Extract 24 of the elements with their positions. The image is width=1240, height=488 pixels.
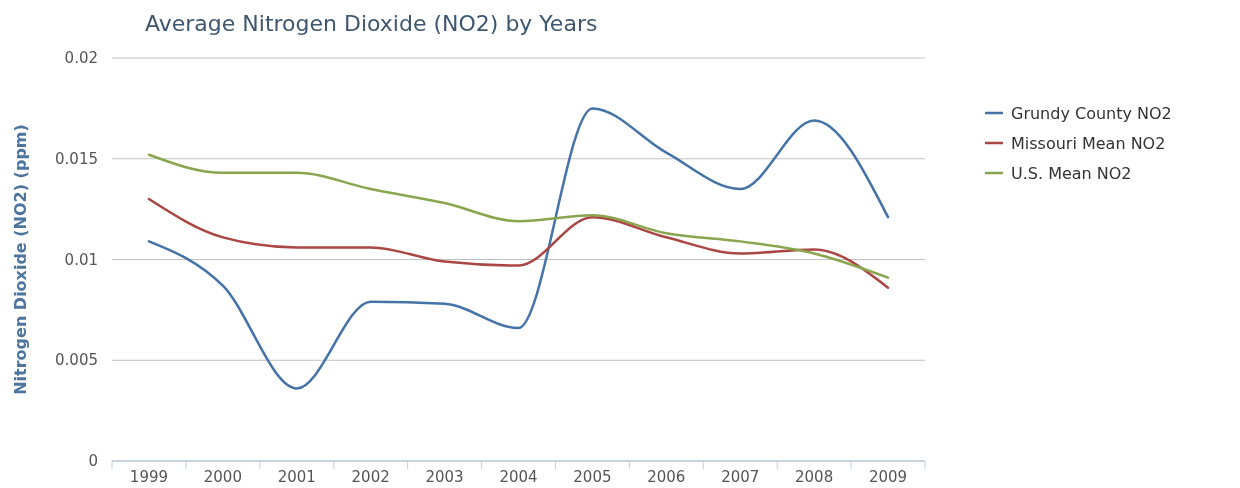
x-tick-label: 2005 <box>573 468 612 486</box>
x-tick-label: 2004 <box>499 468 538 486</box>
y-tick-label: 0.005 <box>55 351 98 370</box>
x-tick-label: 2002 <box>351 468 390 486</box>
x-tick-label: 2006 <box>647 468 686 486</box>
legend-label: Missouri Mean NO2 <box>1011 134 1166 153</box>
y-tick-label: 0 <box>88 452 98 470</box>
y-axis-title: Nitrogen Dioxide (NO2) (ppm) <box>11 124 30 395</box>
legend-label: U.S. Mean NO2 <box>1011 164 1132 183</box>
x-tick-label: 2008 <box>795 468 834 486</box>
line-series <box>147 107 890 390</box>
y-tick-label: 0.02 <box>64 49 98 67</box>
x-tick-label: 1999 <box>129 468 169 486</box>
y-tick-label: 0.01 <box>64 250 98 269</box>
chart-title: Average Nitrogen Dioxide (NO2) by Years <box>145 11 598 36</box>
x-tick-label: 2000 <box>203 468 242 486</box>
x-tick-label: 2007 <box>721 468 760 486</box>
x-tick-label: 2001 <box>277 468 316 486</box>
legend-label: Grundy County NO2 <box>1011 104 1172 123</box>
x-tick-label: 2003 <box>425 468 464 486</box>
x-tick-label: 2009 <box>868 468 908 486</box>
line-series <box>147 197 890 289</box>
y-tick-label: 0.015 <box>55 149 98 168</box>
line-series <box>147 153 890 279</box>
